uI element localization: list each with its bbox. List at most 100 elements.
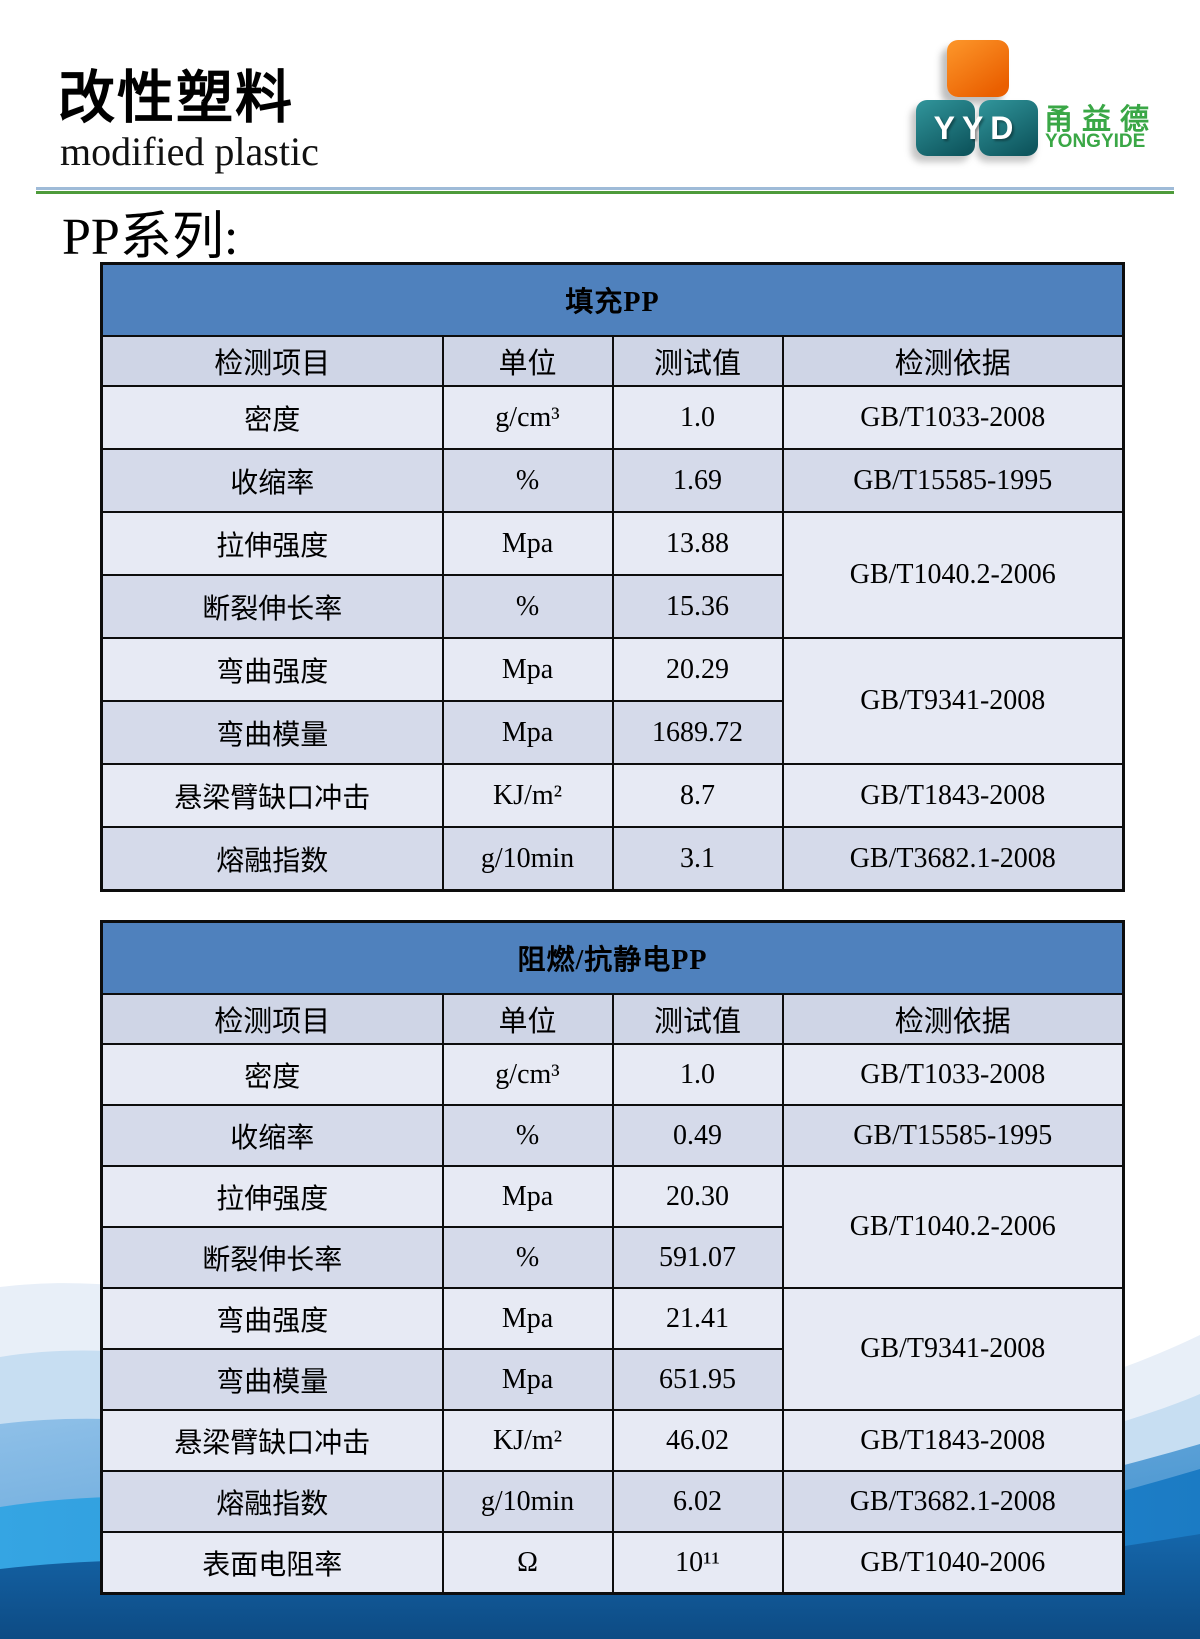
table-row: 弯曲模量 Mpa 651.95: [100, 1348, 1124, 1411]
cell-standard: GB/T1843-2008: [781, 1409, 1125, 1472]
cell-unit: g/10min: [441, 826, 614, 892]
cell-unit: Mpa: [441, 1287, 614, 1350]
cell-item: 表面电阻率: [100, 1531, 444, 1595]
cell-value: 6.02: [611, 1470, 784, 1533]
table-row: 表面电阻率 Ω 10¹¹ GB/T1040-2006: [100, 1531, 1125, 1595]
cell-value: 20.29: [611, 637, 784, 702]
cell-value: 651.95: [611, 1348, 784, 1411]
cell-item: 弯曲强度: [100, 637, 444, 702]
column-header-value: 测试值: [611, 993, 784, 1045]
cell-value: 46.02: [611, 1409, 784, 1472]
column-header-unit: 单位: [441, 335, 614, 387]
cell-unit: KJ/m²: [441, 1409, 614, 1472]
table-row: 断裂伸长率 % 591.07: [100, 1226, 1124, 1289]
cell-unit: Mpa: [441, 511, 614, 576]
column-header-row: 检测项目 单位 测试值 检测依据: [100, 335, 1125, 387]
cell-standard-merged: GB/T9341-2008: [781, 637, 1125, 765]
cell-standard: GB/T1033-2008: [781, 1043, 1125, 1106]
cell-standard: GB/T1033-2008: [781, 385, 1125, 450]
cell-unit: g/cm³: [441, 1043, 614, 1106]
table-title-row: 填充PP: [100, 262, 1125, 337]
cell-standard: GB/T15585-1995: [781, 1104, 1125, 1167]
table-row: 弯曲强度 Mpa 20.29 GB/T9341-2008: [100, 637, 1125, 765]
logo-monogram: YYD: [933, 110, 1021, 146]
header-divider: [36, 187, 1174, 194]
cell-unit: %: [441, 448, 614, 513]
table-row: 弯曲强度 Mpa 21.41 GB/T9341-2008: [100, 1287, 1125, 1411]
spec-table-filled-pp: 填充PP 检测项目 单位 测试值 检测依据 密度 g/cm³ 1.0 GB/T1…: [100, 262, 1126, 892]
company-name-cn: 甬益德: [1044, 104, 1159, 136]
cell-unit: Mpa: [441, 1165, 614, 1228]
column-header-item: 检测项目: [100, 993, 444, 1045]
cell-item: 悬梁臂缺口冲击: [100, 1409, 444, 1472]
cell-value: 15.36: [611, 574, 784, 639]
table-title-row: 阻燃/抗静电PP: [100, 920, 1125, 995]
divider-green-line: [36, 191, 1174, 194]
cell-unit: %: [441, 1226, 614, 1289]
column-header-value: 测试值: [611, 335, 784, 387]
cell-unit: Mpa: [441, 700, 614, 765]
cell-item: 密度: [100, 385, 444, 450]
cell-item: 弯曲模量: [100, 700, 444, 765]
column-header-standard: 检测依据: [781, 993, 1125, 1045]
page-subtitle: modified plastic: [60, 129, 319, 174]
cell-value: 13.88: [611, 511, 784, 576]
column-header-unit: 单位: [441, 993, 614, 1045]
cell-item: 拉伸强度: [100, 511, 444, 576]
cell-item: 密度: [100, 1043, 444, 1106]
table-row: 密度 g/cm³ 1.0 GB/T1033-2008: [100, 1043, 1125, 1106]
cell-standard-merged: GB/T1040.2-2006: [781, 1165, 1125, 1289]
column-header-row: 检测项目 单位 测试值 检测依据: [100, 993, 1125, 1045]
table-row: 熔融指数 g/10min 6.02 GB/T3682.1-2008: [100, 1470, 1125, 1533]
logo-teal-square-right: [979, 100, 1038, 156]
table-row: 悬梁臂缺口冲击 KJ/m² 8.7 GB/T1843-2008: [100, 763, 1125, 828]
cell-item: 拉伸强度: [100, 1165, 444, 1228]
table-row: 拉伸强度 Mpa 13.88 GB/T1040.2-2006: [100, 511, 1125, 639]
cell-value: 1689.72: [611, 700, 784, 765]
table-title: 阻燃/抗静电PP: [100, 920, 1125, 995]
cell-value: 20.30: [611, 1165, 784, 1228]
cell-value: 0.49: [611, 1104, 784, 1167]
cell-unit: KJ/m²: [441, 763, 614, 828]
cell-item: 断裂伸长率: [100, 1226, 444, 1289]
cell-standard: GB/T1843-2008: [781, 763, 1125, 828]
cell-item: 收缩率: [100, 448, 444, 513]
table-row: 拉伸强度 Mpa 20.30 GB/T1040.2-2006: [100, 1165, 1125, 1289]
company-name-en: YONGYIDE: [1045, 131, 1146, 152]
cell-unit: Mpa: [441, 1348, 614, 1411]
table-row: 悬梁臂缺口冲击 KJ/m² 46.02 GB/T1843-2008: [100, 1409, 1125, 1472]
table-row: 熔融指数 g/10min 3.1 GB/T3682.1-2008: [100, 826, 1125, 892]
logo-orange-square: [947, 40, 1009, 97]
cell-unit: g/10min: [441, 1470, 614, 1533]
table-row: 弯曲模量 Mpa 1689.72: [100, 700, 1124, 765]
cell-unit: %: [441, 574, 614, 639]
logo-teal-square-left: [916, 100, 975, 156]
cell-unit: %: [441, 1104, 614, 1167]
cell-value: 1.0: [611, 385, 784, 450]
cell-standard-merged: GB/T1040.2-2006: [781, 511, 1125, 639]
series-heading: PP系列:: [62, 209, 239, 266]
divider-blue-line: [36, 187, 1174, 190]
cell-standard: GB/T1040-2006: [781, 1531, 1125, 1595]
cell-item: 弯曲强度: [100, 1287, 444, 1350]
cell-item: 熔融指数: [100, 1470, 444, 1533]
cell-standard-merged: GB/T9341-2008: [781, 1287, 1125, 1411]
cell-standard: GB/T3682.1-2008: [781, 826, 1125, 892]
cell-item: 悬梁臂缺口冲击: [100, 763, 444, 828]
cell-item: 收缩率: [100, 1104, 444, 1167]
cell-value: 1.69: [611, 448, 784, 513]
cell-value: 21.41: [611, 1287, 784, 1350]
cell-item: 熔融指数: [100, 826, 444, 892]
cell-unit: g/cm³: [441, 385, 614, 450]
cell-value: 8.7: [611, 763, 784, 828]
cell-item: 断裂伸长率: [100, 574, 444, 639]
cell-standard: GB/T3682.1-2008: [781, 1470, 1125, 1533]
table-row: 密度 g/cm³ 1.0 GB/T1033-2008: [100, 385, 1125, 450]
cell-unit: Mpa: [441, 637, 614, 702]
cell-unit: Ω: [441, 1531, 614, 1595]
cell-value: 3.1: [611, 826, 784, 892]
cell-value: 591.07: [611, 1226, 784, 1289]
cell-item: 弯曲模量: [100, 1348, 444, 1411]
column-header-standard: 检测依据: [781, 335, 1125, 387]
